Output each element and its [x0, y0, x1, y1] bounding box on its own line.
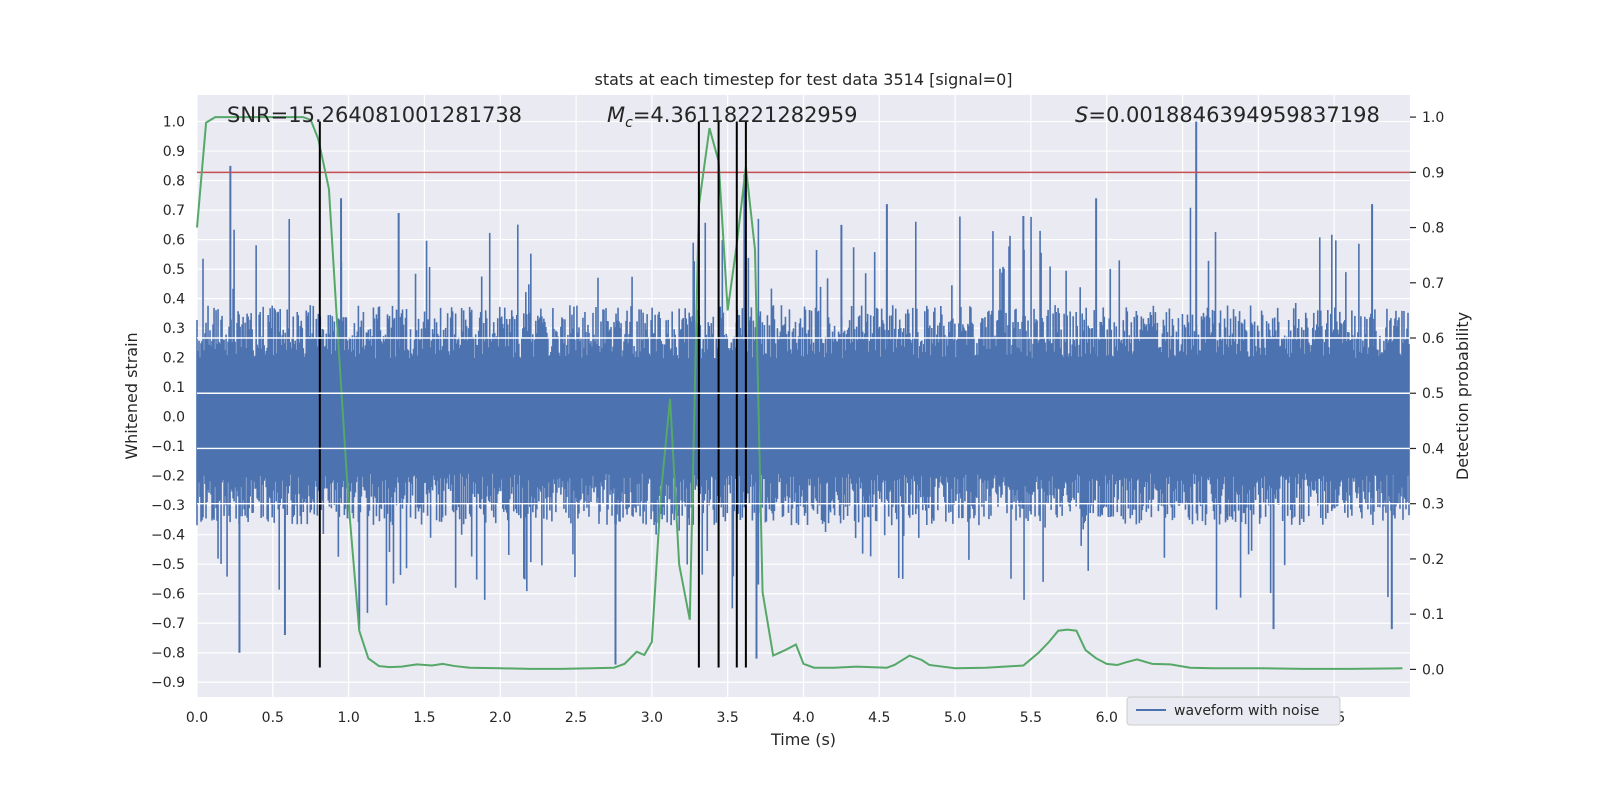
- y-tick-label: 0.5: [163, 262, 185, 278]
- x-axis-label: Time (s): [770, 730, 836, 749]
- y-right-tick-label: 0.5: [1422, 386, 1444, 402]
- y-right-tick-label: 0.3: [1422, 497, 1444, 513]
- vertical-lines: [318, 121, 747, 668]
- y-axis-ticks: −0.9 −0.8 −0.7 −0.6 −0.5 −0.4 −0.3 −0.2 −0.1 0.0 0…: [151, 115, 185, 692]
- s-value: =0.0018846394959837198: [1088, 103, 1380, 127]
- y-tick-label: −0.7: [151, 616, 185, 632]
- y-right-tick-label: 1.0: [1422, 110, 1444, 126]
- overlay-grid-lines: [197, 337, 1410, 505]
- y-tick-label: 0.6: [163, 233, 185, 249]
- y-right-tick-label: 0.9: [1422, 165, 1444, 181]
- y-tick-label: −0.9: [151, 675, 185, 691]
- y-right-tick-label: 0.4: [1422, 441, 1444, 457]
- y-axis-label: Whitened strain: [122, 332, 141, 459]
- y-tick-label: 0.0: [163, 410, 185, 426]
- y-right-tick-label: 0.2: [1422, 552, 1444, 568]
- probability-series: [196, 116, 1403, 670]
- mc-annotation: Mc=4.36118221282959: [607, 103, 858, 131]
- y-right-axis-label: Detection probability: [1453, 312, 1472, 480]
- y-right-tick-label: 0.8: [1422, 221, 1444, 237]
- x-tick-label: 0.0: [186, 710, 208, 726]
- y-tick-label: 0.9: [163, 144, 185, 160]
- probability-line: [196, 116, 1403, 670]
- y-right-tick-label: 0.7: [1422, 276, 1444, 292]
- chart-title: stats at each timestep for test data 351…: [594, 70, 1012, 89]
- snr-annotation: SNR=15.264081001281738: [227, 103, 522, 127]
- legend-label: waveform with noise: [1174, 703, 1319, 719]
- y-tick-label: 0.2: [163, 351, 185, 367]
- x-tick-label: 1.0: [337, 710, 359, 726]
- mc-subscript: c: [625, 115, 633, 131]
- y-tick-label: −0.4: [151, 528, 185, 544]
- y-tick-label: 0.7: [163, 203, 185, 219]
- x-tick-label: 2.5: [565, 710, 587, 726]
- s-symbol: S: [1075, 103, 1088, 127]
- x-tick-label: 5.5: [1020, 710, 1042, 726]
- y-tick-label: −0.3: [151, 498, 185, 514]
- legend-box: [1126, 696, 1341, 726]
- mc-value: =4.36118221282959: [633, 103, 858, 127]
- x-tick-label: 1.5: [413, 710, 435, 726]
- x-tick-label: 6.0: [1096, 710, 1118, 726]
- y-tick-label: −0.1: [151, 439, 185, 455]
- y-tick-label: 1.0: [163, 115, 185, 131]
- x-tick-label: 5.0: [944, 710, 966, 726]
- y-tick-label: 0.8: [163, 174, 185, 190]
- y-tick-label: 0.1: [163, 380, 185, 396]
- y-tick-label: −0.5: [151, 557, 185, 573]
- s-annotation: S=0.0018846394959837198: [1075, 103, 1380, 127]
- y-tick-label: −0.8: [151, 646, 185, 662]
- y-right-axis-ticks: 0.0 0.1 0.2 0.3 0.4 0.5 0.6 0.7 0.8 0.9 1.0: [1410, 110, 1444, 678]
- x-tick-label: 4.0: [792, 710, 814, 726]
- x-tick-label: 0.5: [262, 710, 284, 726]
- y-tick-label: 0.3: [163, 321, 185, 337]
- x-tick-label: 4.5: [868, 710, 890, 726]
- y-right-tick-label: 0.6: [1422, 331, 1444, 347]
- y-right-tick-label: 0.1: [1422, 607, 1444, 623]
- y-tick-label: −0.6: [151, 587, 185, 603]
- legend: waveform with noise: [1126, 696, 1341, 726]
- y-tick-label: −0.2: [151, 469, 185, 485]
- x-tick-label: 3.0: [641, 710, 663, 726]
- x-tick-label: 3.5: [717, 710, 739, 726]
- y-tick-label: 0.4: [163, 292, 185, 308]
- y-right-tick-label: 0.0: [1422, 662, 1444, 678]
- x-tick-label: 2.0: [489, 710, 511, 726]
- mc-symbol: M: [607, 103, 625, 127]
- noise-series: [196, 121, 1410, 665]
